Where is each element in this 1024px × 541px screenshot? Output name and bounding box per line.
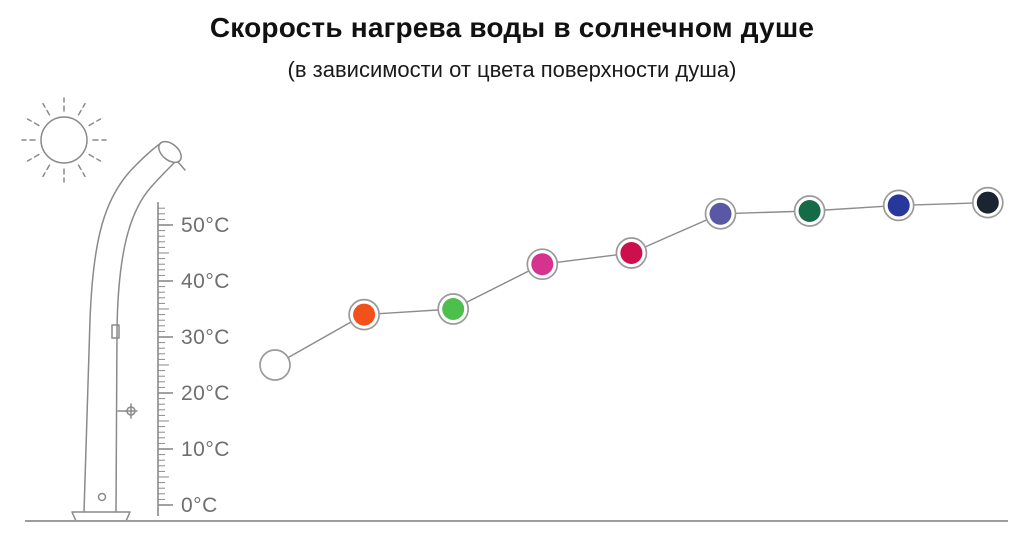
axis-tick-label: 30°C <box>181 326 230 349</box>
sun-ray <box>77 102 86 116</box>
shower-nozzle <box>177 161 186 171</box>
axis-tick-label: 20°C <box>181 382 230 405</box>
sun-ray <box>42 102 51 116</box>
sun-rays <box>21 97 107 183</box>
data-point-dark-green <box>798 200 821 222</box>
data-point-white <box>264 354 286 376</box>
sun-ray <box>26 118 40 127</box>
shower-column-left <box>83 142 162 513</box>
data-point-violet <box>709 202 732 225</box>
sun-disc <box>40 116 88 164</box>
axis-tick-label: 40°C <box>181 270 230 293</box>
sun-ray <box>88 153 102 162</box>
shower-base <box>71 511 131 522</box>
data-point-blue <box>887 194 910 217</box>
sun-ray <box>26 153 40 162</box>
axis-tick-label: 0°C <box>181 494 218 517</box>
chart-title: Скорость нагрева воды в солнечном душе <box>209 12 815 43</box>
drain-hole <box>97 492 107 502</box>
shower-mixer-box <box>111 324 120 339</box>
data-series <box>259 186 1004 381</box>
illustration <box>21 97 186 522</box>
sun-ray <box>42 164 51 178</box>
scale-tick-labels: 0°C 10°C 20°C 30°C 40°C 50°C <box>181 214 230 517</box>
tap-knob-cross <box>124 403 138 419</box>
data-point-magenta <box>531 253 554 276</box>
solar-shower-icon <box>71 140 186 522</box>
temperature-scale: 0°C 10°C 20°C 30°C 40°C 50°C <box>157 202 230 517</box>
series-line <box>274 201 988 366</box>
shower-column-right <box>115 162 175 513</box>
sun-icon <box>21 97 107 183</box>
shower-head <box>158 140 182 164</box>
sun-ray <box>88 118 102 127</box>
chart-subtitle: (в зависимости от цвета поверхности душа… <box>287 57 737 82</box>
axis-tick-label: 50°C <box>181 214 230 237</box>
scale-ticks <box>158 207 173 506</box>
data-point-crimson <box>620 242 643 264</box>
data-point-dark-navy <box>976 191 999 214</box>
data-point-green <box>442 298 465 320</box>
data-point-orange <box>353 303 376 326</box>
sun-ray <box>77 164 86 178</box>
axis-tick-label: 10°C <box>181 438 230 461</box>
